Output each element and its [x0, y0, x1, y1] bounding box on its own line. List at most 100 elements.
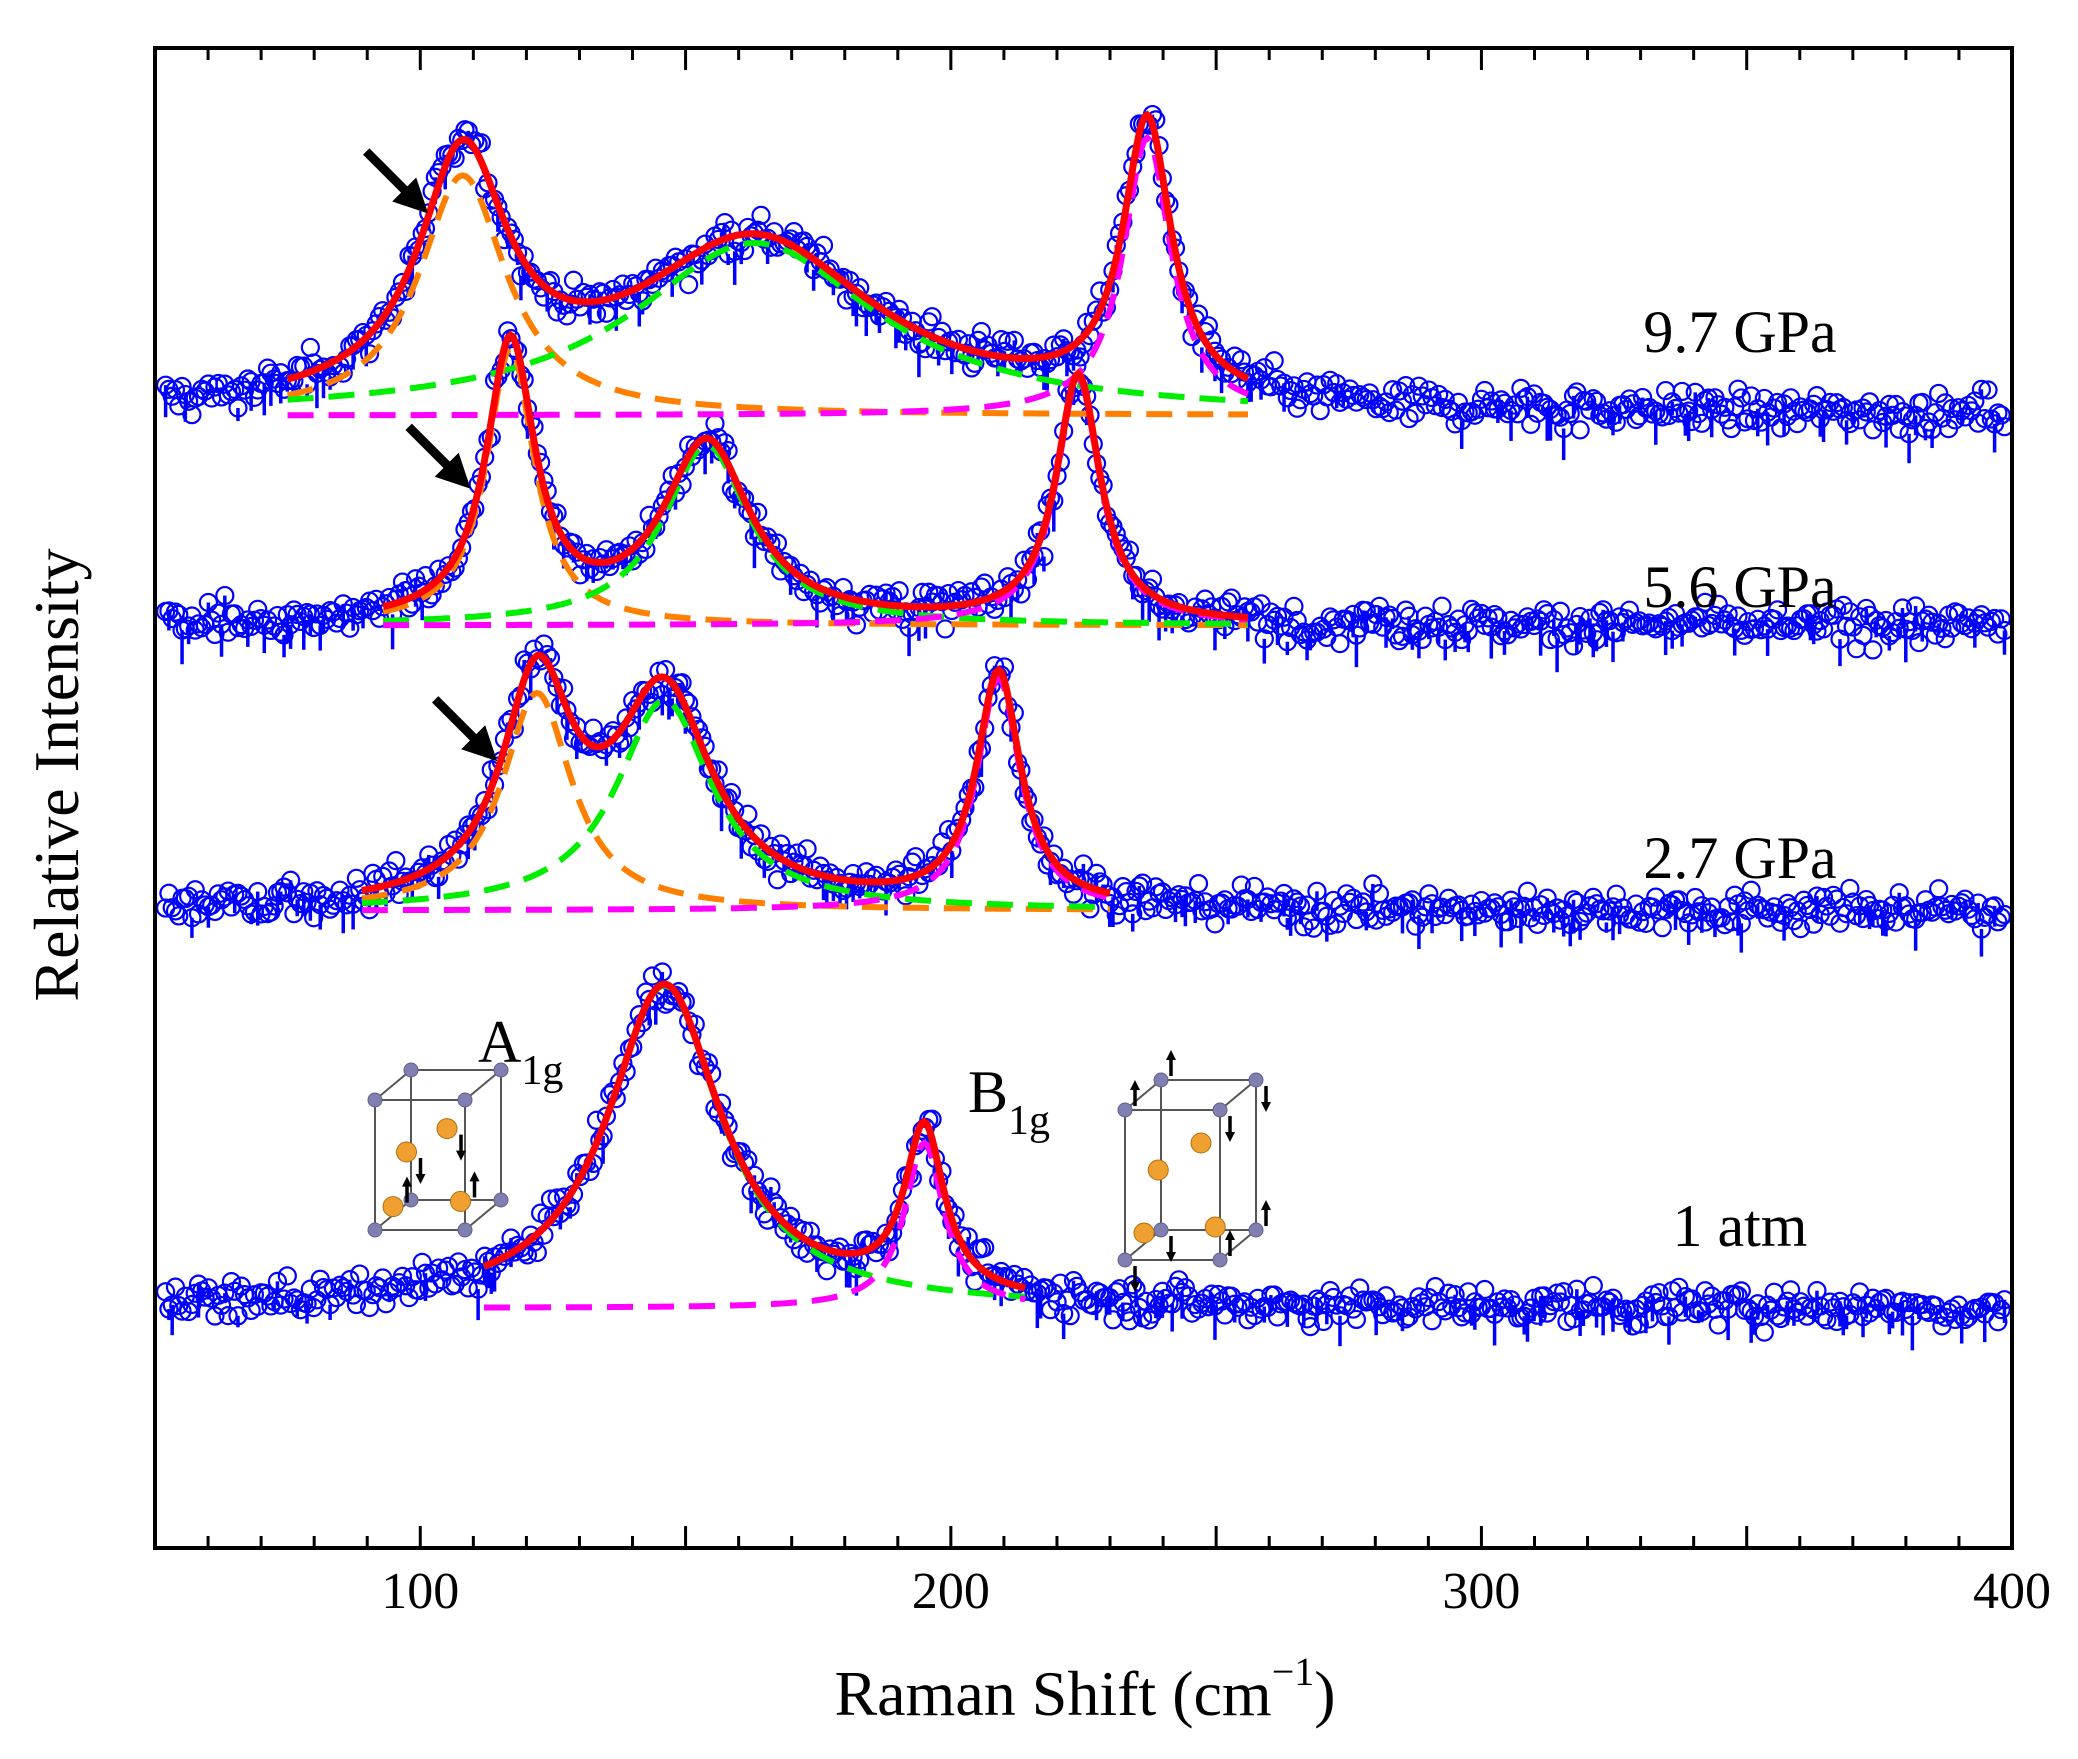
fit-1-atm [482, 980, 1027, 1311]
data-point [1366, 910, 1386, 930]
data-point [1287, 398, 1307, 418]
data-point [1320, 915, 1340, 935]
arrow-icon [431, 696, 498, 762]
data-point [922, 856, 942, 876]
data-point [211, 1295, 232, 1316]
plot-frame [153, 46, 2014, 1550]
pressure-label: 1 atm [1673, 1193, 1808, 1259]
data-point [1965, 391, 1985, 411]
data-point [1330, 634, 1350, 654]
data-point [1679, 401, 1699, 421]
data-point [1695, 1281, 1715, 1301]
data-point [1751, 620, 1771, 640]
data-point [333, 594, 353, 614]
data-point [1784, 620, 1804, 641]
data-point [1948, 896, 1969, 916]
data-point [1149, 1295, 1169, 1316]
data-point [1448, 895, 1469, 915]
component-low-curve [361, 689, 1110, 913]
data-point [1419, 884, 1439, 904]
data-point [1389, 381, 1409, 401]
data-point [1070, 347, 1090, 367]
data-point [1991, 1300, 2011, 1320]
data-point [346, 868, 367, 888]
data-point [557, 306, 577, 326]
data-point [254, 373, 274, 393]
data-point [1504, 618, 1524, 638]
data-point [1422, 1311, 1442, 1331]
data-point [1698, 615, 1719, 636]
data-point [277, 1266, 297, 1286]
data-point [813, 235, 834, 256]
data-point [1708, 1315, 1728, 1335]
data-point [1475, 1279, 1495, 1300]
data-point [254, 615, 274, 635]
data-point [179, 886, 199, 906]
data-point [350, 1264, 370, 1284]
data-point [1521, 908, 1541, 928]
data-point [205, 624, 225, 645]
data-point [1353, 892, 1373, 912]
data-point [1445, 1285, 1465, 1305]
data-point [1583, 1275, 1603, 1296]
data-point [1281, 617, 1301, 638]
data-point [1695, 592, 1715, 612]
total-fit-curve [382, 330, 1249, 621]
data-point [583, 718, 603, 738]
data-point [412, 1252, 432, 1272]
data-point [1721, 912, 1742, 932]
data-point [1715, 397, 1735, 417]
data-point [1047, 1292, 1067, 1312]
x-tick-label: 300 [1442, 1563, 1520, 1620]
data-point [1271, 616, 1291, 636]
data-point [1652, 1296, 1672, 1316]
data-point [1909, 633, 1929, 653]
pressure-label: 2.7 GPa [1643, 825, 1836, 891]
data-point [1767, 600, 1788, 620]
fit-curves-layer [286, 110, 1250, 1311]
data-point [1399, 408, 1419, 429]
data-point [1600, 1292, 1620, 1312]
data-point [1744, 619, 1765, 639]
data-point [1228, 1297, 1248, 1317]
data-point [1448, 392, 1469, 412]
data-point [300, 337, 320, 358]
data-point [889, 581, 909, 601]
data-point [1432, 596, 1452, 616]
data-point [1116, 882, 1136, 902]
data-point [281, 870, 301, 890]
plot-border [153, 46, 2014, 1550]
data-point [202, 610, 222, 630]
data-point [1264, 610, 1284, 630]
total-fit-curve [286, 110, 1250, 383]
data-point [389, 884, 409, 905]
data-point [1277, 908, 1297, 928]
data-point [156, 1282, 176, 1302]
data-point [1383, 380, 1403, 400]
data-point [1665, 398, 1686, 419]
data-point [468, 1279, 488, 1299]
data-point [1991, 405, 2011, 425]
data-point [1353, 1290, 1373, 1310]
data-point [1366, 399, 1386, 419]
data-point [1287, 610, 1307, 631]
data-point [1086, 863, 1107, 883]
data-point [359, 344, 380, 364]
data-point [1787, 901, 1807, 921]
data-point [1734, 891, 1755, 911]
data-point [221, 381, 242, 402]
data-point [527, 1242, 547, 1263]
data-point [1771, 1308, 1791, 1329]
data-point [1935, 393, 1955, 413]
data-point [165, 1277, 186, 1297]
data-point [1123, 904, 1143, 924]
data-point [1363, 874, 1383, 894]
fit-9.7-gpa [286, 110, 1250, 419]
data-point [1619, 389, 1640, 409]
data-point [1593, 600, 1613, 620]
data-point [1915, 1300, 1936, 1321]
data-point [1978, 380, 1998, 400]
data-point [386, 1278, 406, 1298]
data-point [1731, 388, 1751, 408]
data-point [494, 1246, 515, 1266]
